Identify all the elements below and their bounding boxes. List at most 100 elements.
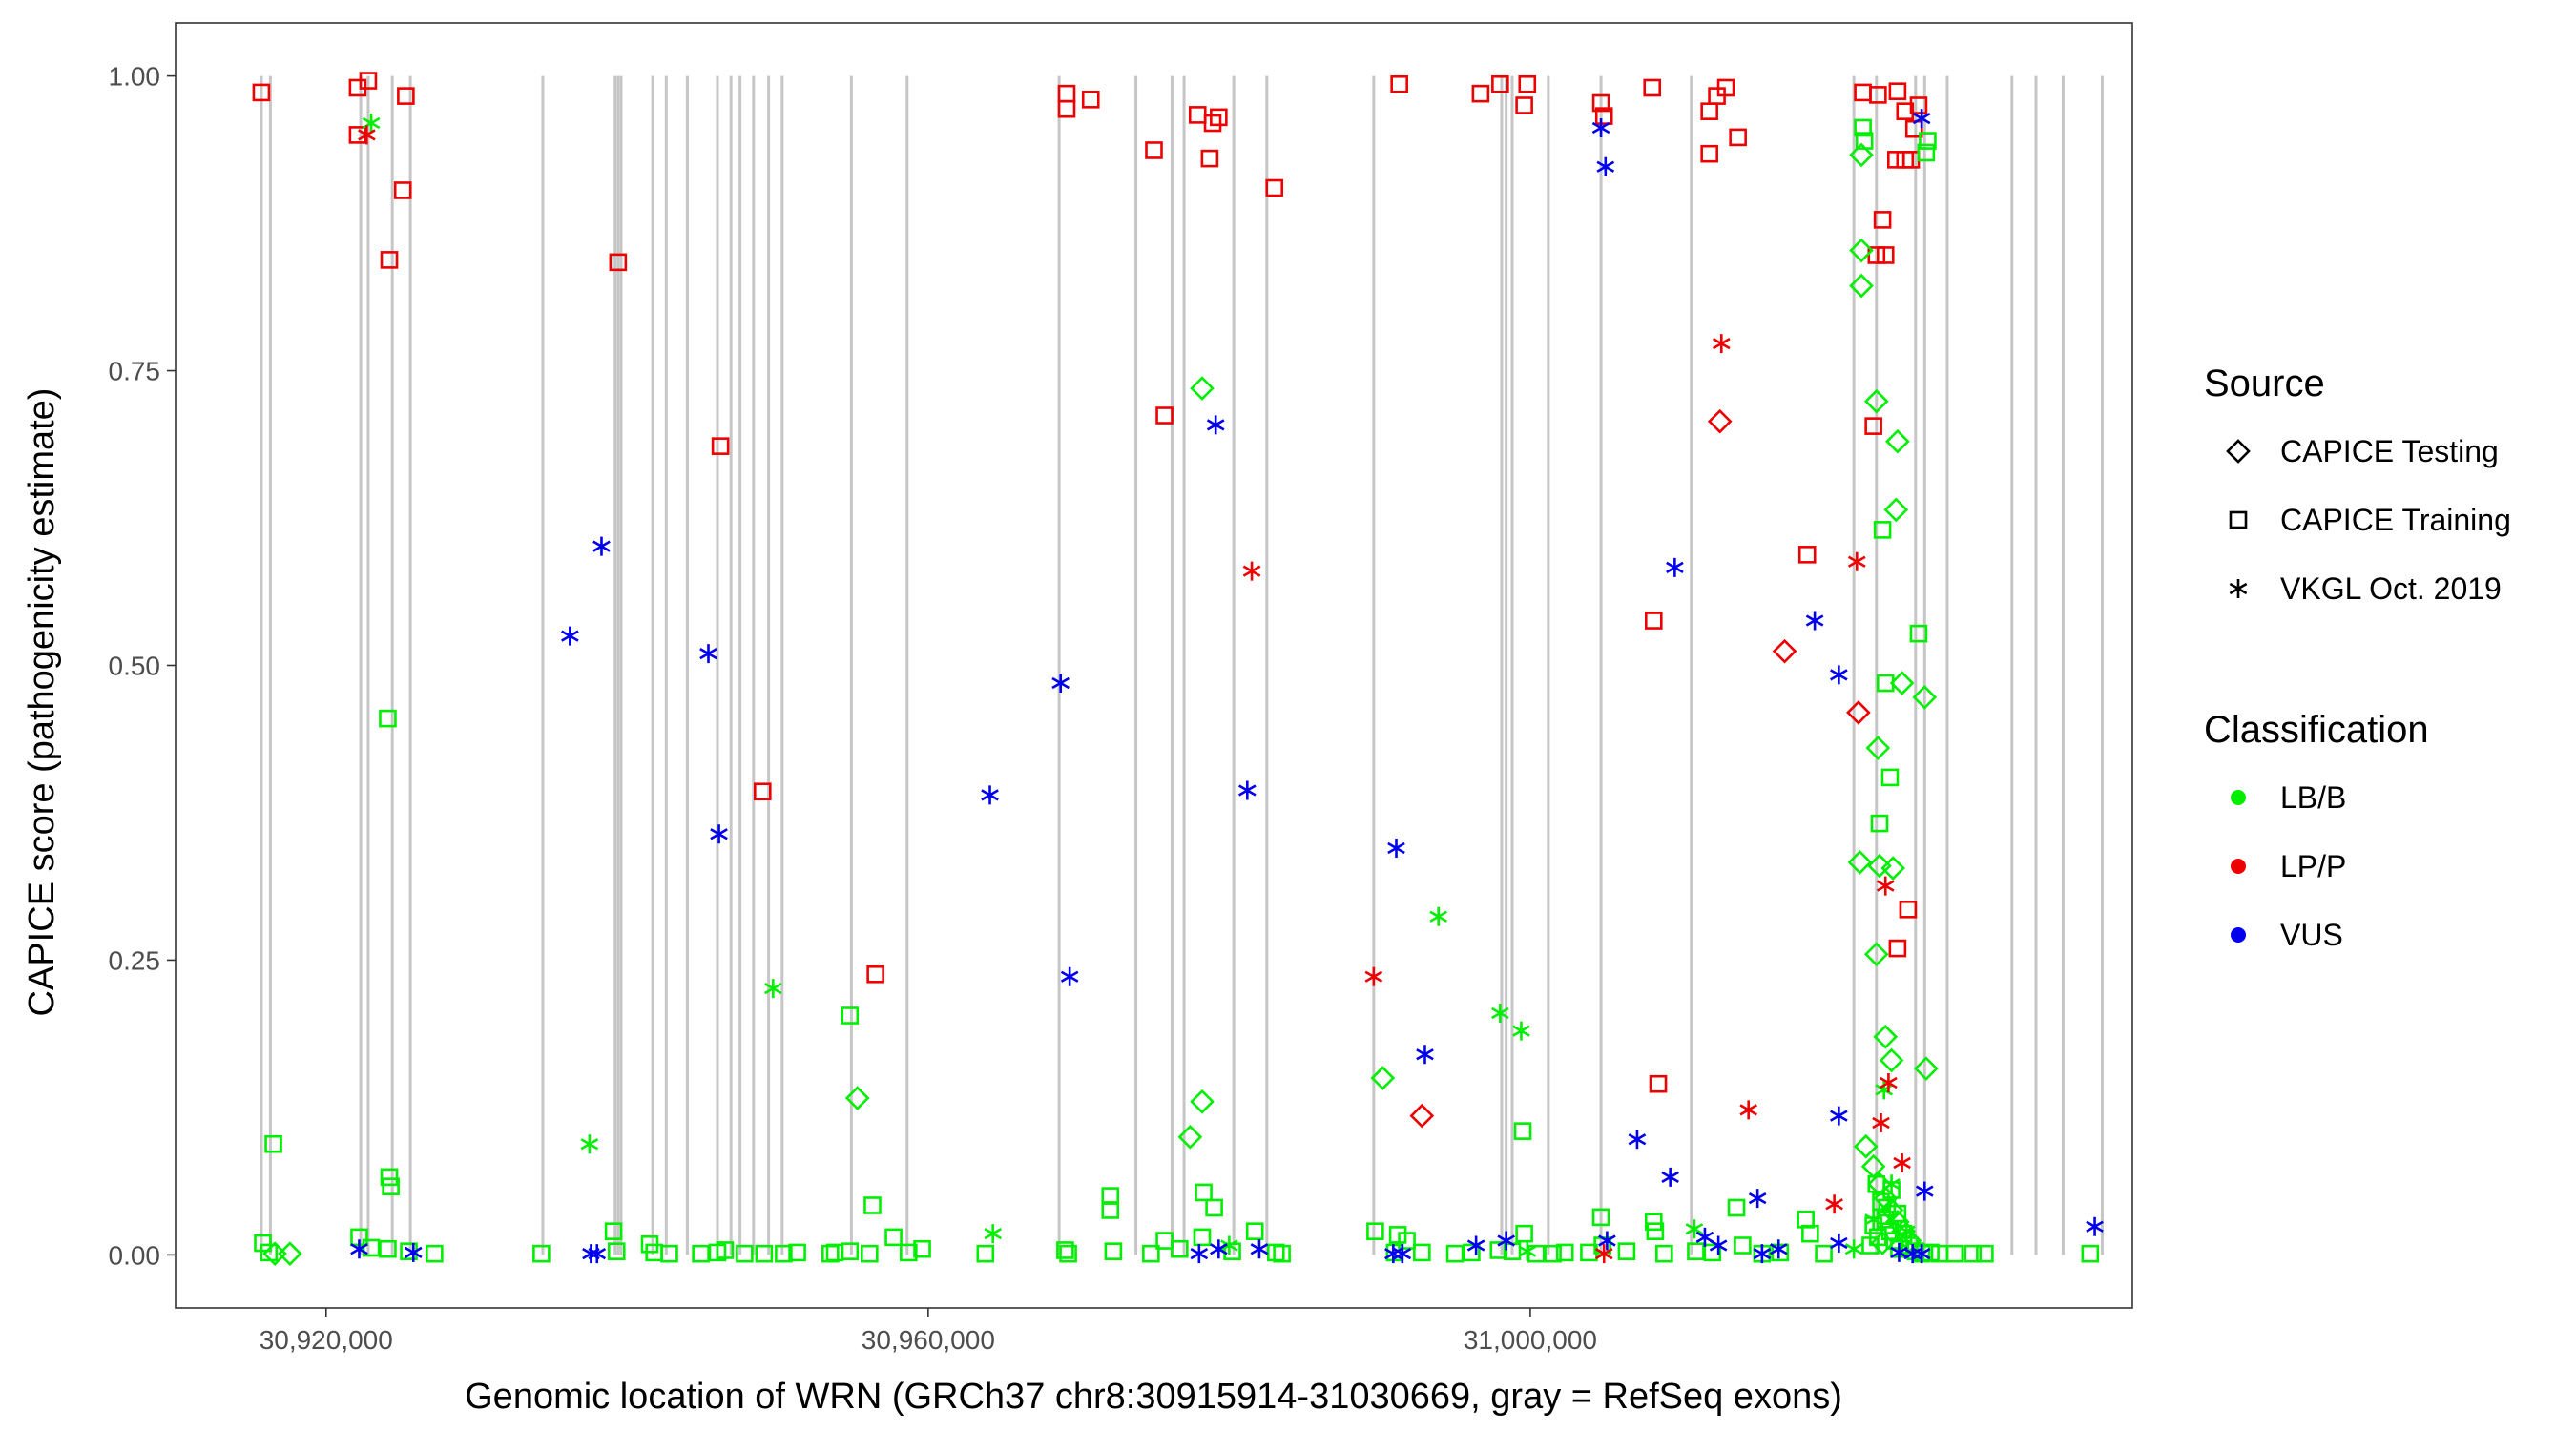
square-point <box>1555 1243 1574 1262</box>
asterisk-point <box>1912 1244 1931 1264</box>
y-axis-title: CAPICE score (pathogenicity estimate) <box>22 388 62 1017</box>
diamond-point <box>1870 1231 1895 1255</box>
square-point <box>1155 406 1174 425</box>
asterisk-point <box>1748 1189 1767 1209</box>
asterisk-point <box>981 785 999 805</box>
square-point <box>1896 102 1915 120</box>
square-point <box>1388 1226 1407 1244</box>
square-point <box>1059 1244 1077 1263</box>
square-point <box>884 1228 903 1247</box>
asterisk-point <box>1051 674 1070 694</box>
square-point <box>711 437 730 455</box>
square-point <box>1727 1198 1746 1217</box>
legend-title-source: Source <box>2204 363 2325 404</box>
x-tick-label: 31,000,000 <box>1464 1325 1597 1355</box>
asterisk-point <box>350 1239 368 1259</box>
square-point <box>1644 612 1663 630</box>
square-point <box>1700 144 1718 163</box>
asterisk-point <box>1876 876 1895 896</box>
square-point <box>1527 1244 1546 1263</box>
square-point <box>1919 132 1937 150</box>
square-point <box>1797 546 1817 564</box>
square-point <box>1909 96 1928 114</box>
x-tick-label: 30,920,000 <box>260 1325 393 1355</box>
square-point <box>976 1244 995 1263</box>
square-point <box>1976 1244 1994 1263</box>
legend-color-dot <box>2231 790 2246 805</box>
asterisk-point <box>1387 839 1405 859</box>
diamond-point <box>1879 1047 1904 1073</box>
diamond-point <box>1190 376 1215 401</box>
exon-lines <box>260 75 2104 1255</box>
square-point <box>1734 1236 1752 1255</box>
diamond-point <box>844 1086 870 1110</box>
diamond-point <box>1190 1089 1215 1114</box>
asterisk-point <box>1190 1244 1209 1264</box>
legend-source-item: CAPICE Training <box>2229 503 2511 537</box>
legend-class-item: LB/B <box>2231 780 2346 815</box>
square-point <box>1171 1239 1189 1258</box>
square-point <box>1854 118 1872 137</box>
square-point <box>393 181 412 199</box>
asterisk-point <box>1596 156 1615 176</box>
square-point <box>1869 86 1887 104</box>
square-point <box>1203 114 1222 133</box>
square-point <box>1899 901 1918 919</box>
square-point <box>1142 1244 1160 1263</box>
asterisk-point <box>1518 1241 1537 1261</box>
square-point <box>532 1244 551 1263</box>
square-point <box>1513 1122 1532 1140</box>
asterisk-point <box>358 125 376 145</box>
x-axis: 30,920,000 30,960,000 31,000,000 <box>260 1308 1597 1355</box>
asterisk-point <box>1416 1045 1434 1065</box>
square-point <box>1104 1242 1123 1260</box>
asterisk-point <box>1769 1239 1788 1259</box>
legend-source-item: VKGL Oct. 2019 <box>2229 571 2502 606</box>
square-point <box>1193 1228 1212 1247</box>
asterisk-point <box>404 1242 423 1262</box>
diamond-point <box>1889 671 1915 695</box>
asterisk-point <box>710 824 728 844</box>
square-point <box>1265 178 1284 197</box>
square-point <box>609 253 628 272</box>
asterisk-point <box>1591 117 1610 137</box>
legend-source-label: CAPICE Training <box>2280 503 2511 537</box>
square-point <box>1195 1183 1213 1202</box>
asterisk-point <box>1830 1234 1848 1254</box>
diamond-point <box>1849 142 1874 168</box>
x-tick-label: 30,960,000 <box>862 1325 995 1355</box>
asterisk-point <box>1491 1004 1509 1024</box>
diamond-point <box>1853 1133 1879 1159</box>
asterisk-point <box>1666 557 1684 577</box>
square-point <box>1471 84 1490 103</box>
square-point <box>1801 1224 1819 1243</box>
diamond-point <box>1847 850 1873 875</box>
square-point <box>1876 246 1895 264</box>
legend-class-label: LB/B <box>2280 780 2346 815</box>
square-point <box>753 782 772 801</box>
asterisk-point <box>1250 1239 1269 1259</box>
square-point <box>716 1241 735 1259</box>
square-point <box>1591 93 1610 113</box>
diamond-point <box>1863 388 1889 414</box>
asterisk-point <box>1594 1244 1613 1264</box>
square-point <box>359 72 378 90</box>
square-point <box>1463 1243 1481 1262</box>
square-point <box>1888 939 1907 958</box>
asterisk-point <box>1753 1244 1772 1264</box>
square-point <box>660 1244 678 1263</box>
asterisk-point <box>1864 1210 1882 1230</box>
asterisk-point <box>1830 1106 1848 1126</box>
asterisk-point <box>1912 109 1931 129</box>
square-point <box>1591 1208 1610 1227</box>
diamond-point <box>1846 700 1871 725</box>
asterisk-point <box>1661 1167 1679 1187</box>
asterisk-point <box>1628 1130 1647 1150</box>
y-axis: 0.00 0.25 0.50 0.75 1.00 <box>109 62 176 1270</box>
square-point <box>1655 1244 1673 1263</box>
asterisk-point <box>1206 415 1225 435</box>
diamond-point <box>1867 853 1892 879</box>
square-point <box>866 964 884 984</box>
square-point <box>1643 78 1662 97</box>
